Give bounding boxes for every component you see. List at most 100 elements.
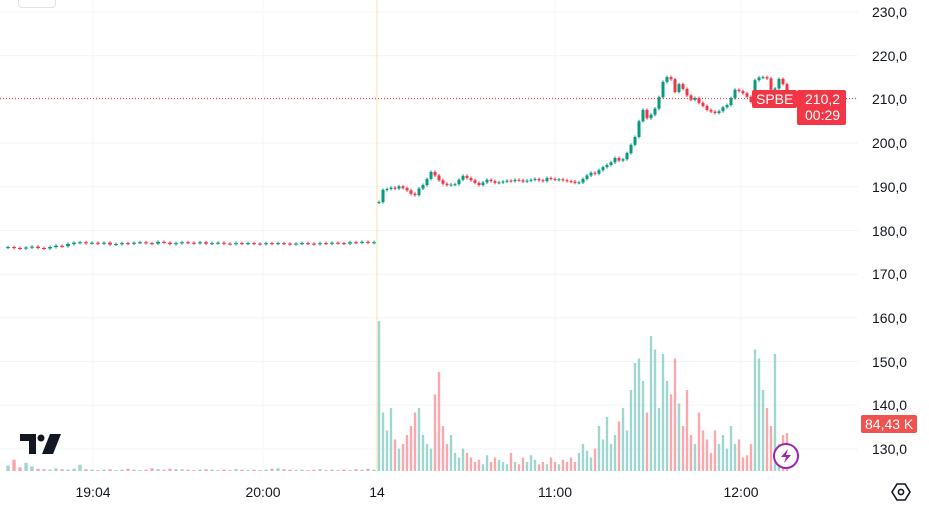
volume-bar [741, 457, 745, 471]
volume-bar [537, 464, 541, 471]
volume-bar [366, 468, 370, 471]
volume-bar [222, 469, 226, 471]
candle [453, 184, 457, 186]
candle [677, 84, 681, 92]
volume-bar [258, 470, 262, 471]
candle [216, 242, 220, 244]
candle [485, 179, 489, 183]
volume-bar [601, 439, 605, 471]
candle [120, 243, 124, 245]
candle [385, 188, 389, 190]
candle [174, 243, 178, 245]
volume-bar [497, 459, 501, 471]
candle [629, 144, 633, 154]
volume-bar [66, 469, 70, 471]
volume-bar [645, 412, 649, 471]
candle [246, 243, 250, 245]
toolbar-button[interactable] [18, 0, 56, 8]
volume-bar [685, 390, 689, 471]
volume-bar [453, 453, 457, 471]
candle [48, 247, 52, 249]
price-tick: 140,0 [872, 397, 908, 414]
volume-bar [180, 469, 184, 471]
price-tick: 230,0 [872, 4, 908, 20]
volume-bar [162, 469, 166, 471]
price-tick: 130,0 [872, 441, 908, 457]
volume-bar [54, 468, 58, 471]
candle [36, 246, 40, 248]
candle [549, 178, 553, 180]
tradingview-logo[interactable] [20, 434, 62, 456]
volume-bar [24, 462, 28, 471]
price-tick: 160,0 [872, 309, 908, 326]
volume-bar [713, 430, 717, 471]
candle [264, 243, 268, 245]
candle [489, 179, 493, 182]
price-tick: 190,0 [872, 178, 908, 195]
volume-bar [6, 465, 10, 471]
volume-bar [48, 469, 52, 471]
candle [621, 159, 625, 161]
volume-bar [729, 426, 733, 471]
volume-bar [18, 467, 22, 471]
candle [633, 136, 637, 145]
price-tick: 150,0 [872, 353, 908, 370]
volume-bar [769, 426, 773, 471]
lightning-icon[interactable] [773, 443, 799, 469]
volume-bar [501, 462, 505, 471]
candle [126, 243, 130, 245]
candle [569, 181, 573, 183]
candle [597, 170, 601, 174]
volume-bar [445, 444, 449, 471]
volume-bar [377, 321, 381, 471]
candle [441, 180, 445, 184]
candle [713, 111, 717, 113]
candle [433, 171, 437, 176]
candle [84, 242, 88, 244]
candle [541, 180, 545, 182]
candle [409, 190, 413, 194]
candle [210, 243, 214, 245]
volume-bar [673, 358, 677, 471]
candle [777, 78, 781, 89]
volume-bar [489, 462, 493, 471]
candle [613, 157, 617, 163]
volume-bar [342, 469, 346, 471]
settings-hexagon-icon[interactable] [891, 482, 911, 502]
volume-bar [385, 430, 389, 471]
volume-bar [204, 469, 208, 471]
volume-bar [569, 457, 573, 471]
volume-bar [429, 448, 433, 471]
volume-bar [701, 430, 705, 471]
candle [389, 187, 393, 189]
volume-bar [681, 426, 685, 471]
volume-bar [721, 435, 725, 471]
candle [645, 109, 649, 119]
volume-bar [42, 469, 46, 471]
volume-bar [549, 457, 553, 471]
candle [565, 180, 569, 182]
volume-bar [557, 464, 561, 471]
volume-bar [529, 455, 533, 471]
volume-bar [649, 336, 653, 471]
candle [288, 243, 292, 245]
volume-bar [306, 470, 310, 471]
volume-bar [597, 426, 601, 471]
volume-bar [156, 469, 160, 471]
candle [393, 187, 397, 189]
candle [461, 175, 465, 180]
volume-bar [737, 439, 741, 471]
candle [397, 186, 401, 189]
candle [445, 183, 449, 186]
candle [537, 178, 541, 181]
candle [481, 182, 485, 186]
candle [437, 175, 441, 181]
volume-bar [401, 444, 405, 471]
candle [138, 242, 142, 244]
candle [709, 109, 713, 112]
candle [198, 242, 202, 244]
candle [573, 181, 577, 183]
candle [757, 77, 761, 81]
volume-bar [697, 412, 701, 471]
